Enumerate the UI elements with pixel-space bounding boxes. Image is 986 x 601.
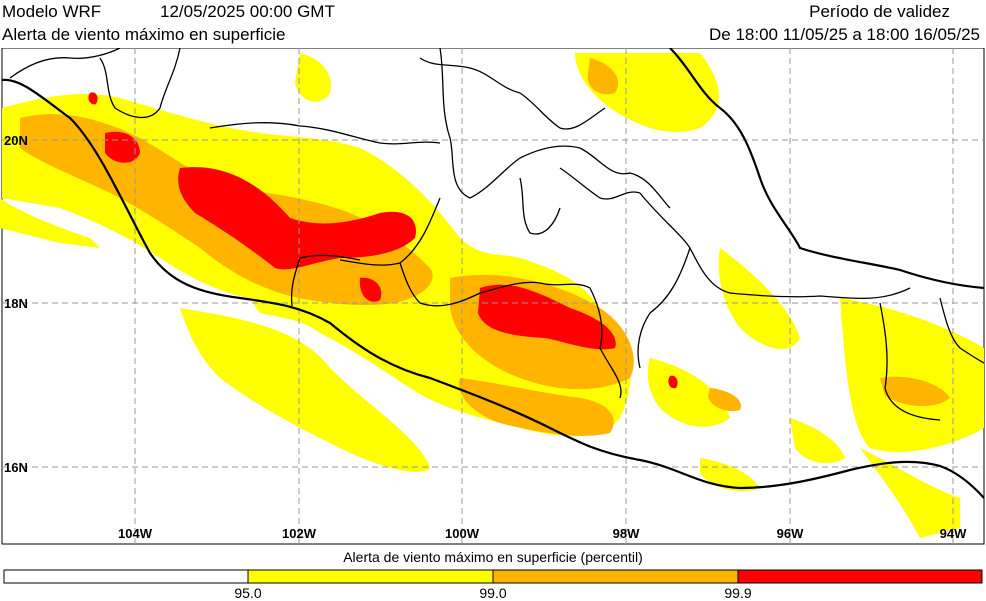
wind-alert-map: 20N 18N 16N 104W 102W 100W 98W 96W 94W xyxy=(0,48,985,545)
colorbar xyxy=(3,569,983,584)
legend-tick-999: 99.9 xyxy=(724,585,752,601)
lon-label-96w: 96W xyxy=(777,526,804,541)
validity-range: De 18:00 11/05/25 a 18:00 16/05/25 xyxy=(709,25,980,44)
gulf-coastline xyxy=(669,48,985,290)
lon-label-104w: 104W xyxy=(118,526,153,541)
lon-labels: 104W 102W 100W 98W 96W 94W xyxy=(118,526,967,541)
model-name: Modelo WRF xyxy=(2,2,102,21)
lat-lon-grid xyxy=(2,48,984,544)
bin-above-999 xyxy=(737,569,983,584)
bin-95-99 xyxy=(247,569,494,584)
state-borders xyxy=(9,48,985,421)
lat-label-20n: 20N xyxy=(4,133,28,148)
legend-title: Alerta de viento máximo en superficie (p… xyxy=(343,549,643,565)
map-subtitle: Alerta de viento máximo en superficie xyxy=(2,25,286,44)
lon-label-102w: 102W xyxy=(282,526,317,541)
legend-tick-99: 99.0 xyxy=(479,585,507,601)
lon-label-98w: 98W xyxy=(613,526,640,541)
lat-labels: 20N 18N 16N xyxy=(4,133,28,475)
bin-99-999 xyxy=(492,569,739,584)
lon-label-94w: 94W xyxy=(940,526,967,541)
run-date: 12/05/2025 00:00 GMT xyxy=(160,2,335,21)
lat-label-16n: 16N xyxy=(4,460,28,475)
legend-tick-95: 95.0 xyxy=(234,585,262,601)
coastline xyxy=(1,78,985,499)
lat-label-18n: 18N xyxy=(4,296,28,311)
lon-label-100w: 100W xyxy=(445,526,480,541)
bin-below-95 xyxy=(3,569,249,584)
validity-label: Período de validez xyxy=(809,2,950,21)
red-alert-areas xyxy=(88,92,678,389)
